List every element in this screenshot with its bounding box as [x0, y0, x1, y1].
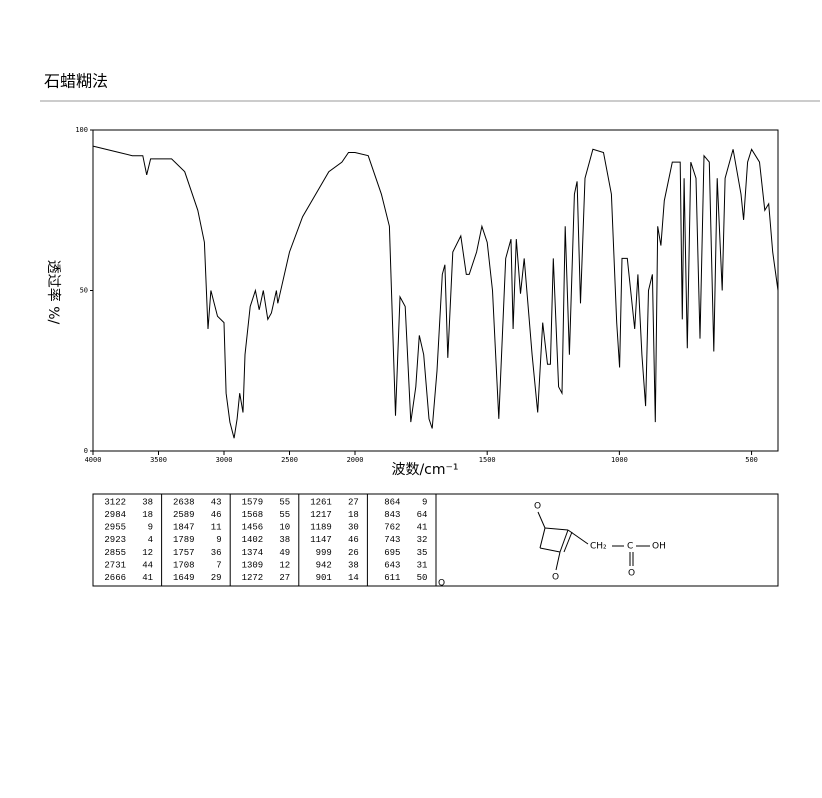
y-tick-label: 100 [75, 126, 88, 134]
peak-transmittance: 31 [417, 560, 428, 570]
peak-wavenumber: 864 [384, 497, 400, 507]
peak-wavenumber: 1402 [242, 535, 264, 545]
peak-transmittance: 27 [348, 497, 359, 507]
atom: O [552, 573, 559, 583]
peak-wavenumber: 2984 [104, 510, 126, 520]
peak-transmittance: 7 [216, 560, 221, 570]
x-label: 波数/cm⁻¹ [391, 462, 458, 478]
peak-transmittance: 50 [417, 573, 428, 583]
peak-wavenumber: 743 [384, 535, 400, 545]
peak-transmittance: 43 [211, 497, 222, 507]
peak-wavenumber: 762 [384, 523, 400, 533]
x-tick-label: 2500 [281, 456, 298, 464]
peak-transmittance: 12 [279, 560, 290, 570]
peak-wavenumber: 2855 [104, 548, 126, 558]
x-tick-label: 3000 [216, 456, 233, 464]
peak-transmittance: 38 [279, 535, 290, 545]
peak-transmittance: 32 [417, 535, 428, 545]
x-tick-label: 4000 [85, 456, 102, 464]
peak-transmittance: 10 [279, 523, 290, 533]
peak-wavenumber: 2589 [173, 510, 195, 520]
structure [537, 511, 650, 571]
peak-transmittance: 46 [348, 535, 359, 545]
peak-wavenumber: 1217 [310, 510, 332, 520]
peak-wavenumber: 1789 [173, 535, 195, 545]
peak-wavenumber: 3122 [104, 497, 126, 507]
peak-wavenumber: 2666 [104, 573, 126, 583]
peak-transmittance: 44 [142, 560, 153, 570]
peak-transmittance: 9 [422, 497, 427, 507]
peak-wavenumber: 611 [384, 573, 400, 583]
peak-wavenumber: 1579 [242, 497, 264, 507]
peak-transmittance: 64 [417, 510, 428, 520]
peak-wavenumber: 1272 [242, 573, 264, 583]
x-tick-label: 500 [745, 456, 758, 464]
peak-wavenumber: 2923 [104, 535, 126, 545]
peak-wavenumber: 2955 [104, 523, 126, 533]
peak-wavenumber: 1261 [310, 497, 332, 507]
peak-wavenumber: 999 [316, 548, 332, 558]
atom: O [534, 502, 541, 512]
plot-frame [92, 129, 779, 452]
peak-transmittance: 27 [279, 573, 290, 583]
peak-wavenumber: 1189 [310, 523, 332, 533]
peak-transmittance: 29 [211, 573, 222, 583]
y-label: 透过率 %/ [45, 260, 62, 325]
peak-transmittance: 55 [279, 510, 290, 520]
peak-wavenumber: 843 [384, 510, 400, 520]
peak-wavenumber: 1757 [173, 548, 195, 558]
peak-wavenumber: 1568 [242, 510, 264, 520]
peak-transmittance: 36 [211, 548, 222, 558]
atom: O [628, 569, 635, 579]
peak-transmittance: 18 [142, 510, 153, 520]
peak-transmittance: 12 [142, 548, 153, 558]
x-tick-label: 3500 [150, 456, 167, 464]
structure-labels: O O CH₂ C OH O Q [438, 502, 666, 589]
peak-transmittance: 38 [142, 497, 153, 507]
peak-wavenumber: 695 [384, 548, 400, 558]
peak-wavenumber: 1649 [173, 573, 195, 583]
peak-transmittance: 9 [148, 523, 153, 533]
peak-transmittance: 41 [417, 523, 428, 533]
atom: CH₂ [590, 542, 607, 552]
title: 石蜡糊法 [44, 72, 108, 91]
peak-transmittance: 14 [348, 573, 359, 583]
y-tick-label: 0 [84, 447, 88, 455]
peak-transmittance: 9 [216, 535, 221, 545]
peak-wavenumber: 2638 [173, 497, 195, 507]
peak-wavenumber: 643 [384, 560, 400, 570]
peak-transmittance: 41 [142, 573, 153, 583]
peak-transmittance: 55 [279, 497, 290, 507]
peak-wavenumber: 1374 [242, 548, 264, 558]
peak-transmittance: 18 [348, 510, 359, 520]
peak-transmittance: 26 [348, 548, 359, 558]
peak-wavenumber: 2731 [104, 560, 126, 570]
peak-transmittance: 4 [148, 535, 153, 545]
peak-wavenumber: 1708 [173, 560, 195, 570]
atom: C [627, 542, 633, 552]
y-tick-label: 50 [80, 287, 88, 295]
peak-wavenumber: 1147 [310, 535, 332, 545]
spectrum-line [92, 145, 779, 439]
peak-wavenumber: 1847 [173, 523, 195, 533]
peak-transmittance: 30 [348, 523, 359, 533]
peak-transmittance: 35 [417, 548, 428, 558]
atom: OH [652, 542, 666, 552]
x-tick-label: 2000 [347, 456, 364, 464]
peak-transmittance: 49 [279, 548, 290, 558]
peak-wavenumber: 901 [316, 573, 332, 583]
peak-transmittance: 46 [211, 510, 222, 520]
corner-mark: Q [438, 579, 445, 589]
peak-wavenumber: 942 [316, 560, 332, 570]
peak-wavenumber: 1456 [242, 523, 264, 533]
peak-transmittance: 38 [348, 560, 359, 570]
peak-wavenumber: 1309 [242, 560, 264, 570]
peak-transmittance: 11 [211, 523, 222, 533]
x-tick-label: 1000 [611, 456, 628, 464]
x-tick-label: 1500 [479, 456, 496, 464]
